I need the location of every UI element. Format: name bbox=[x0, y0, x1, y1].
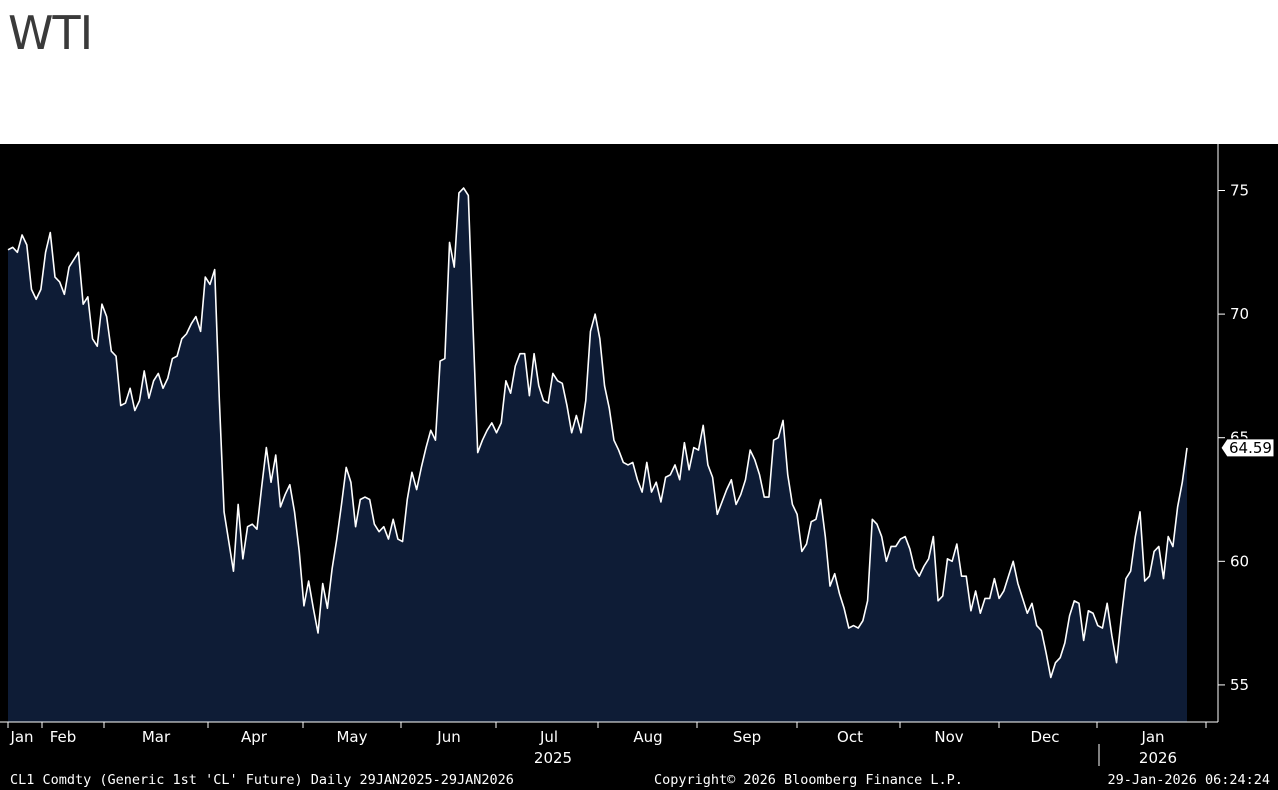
x-month-label: Apr bbox=[241, 728, 268, 746]
footer-source: CL1 Comdty (Generic 1st 'CL' Future) Dai… bbox=[10, 772, 514, 788]
last-value-box bbox=[1220, 438, 1275, 458]
price-area-fill bbox=[8, 188, 1187, 722]
x-month-label: Jun bbox=[436, 728, 460, 746]
x-month-label: Aug bbox=[633, 728, 662, 746]
x-month-label: Jul bbox=[539, 728, 558, 746]
x-month-label: Sep bbox=[733, 728, 761, 746]
y-tick-label: 70 bbox=[1230, 305, 1249, 323]
y-tick-label: 75 bbox=[1230, 181, 1249, 199]
footer-timestamp: 29-Jan-2026 06:24:24 bbox=[1107, 772, 1270, 788]
x-month-label: Nov bbox=[934, 728, 963, 746]
x-axis: Jan Feb Mar Apr May Jun Jul Aug Sep Oct Nov Dec Jan 2… bbox=[0, 721, 1218, 767]
x-year-label: 2025 bbox=[534, 749, 572, 767]
price-area-layer bbox=[7, 187, 1188, 722]
y-tick-label: 60 bbox=[1230, 552, 1249, 570]
x-month-label: Mar bbox=[142, 728, 171, 746]
x-month-label: Jan bbox=[9, 728, 33, 746]
x-month-label: Oct bbox=[837, 728, 863, 746]
footer-copyright: Copyright© 2026 Bloomberg Finance L.P. bbox=[654, 772, 963, 788]
last-value-label: 64.59 bbox=[1229, 439, 1272, 457]
x-year-label: 2026 bbox=[1139, 749, 1177, 767]
price-line bbox=[7, 187, 1188, 679]
y-tick-label: 55 bbox=[1230, 676, 1249, 694]
x-month-label: Feb bbox=[50, 728, 77, 746]
chart-footer: CL1 Comdty (Generic 1st 'CL' Future) Dai… bbox=[10, 772, 1270, 788]
x-month-label: May bbox=[336, 728, 367, 746]
page-title: WTI bbox=[8, 6, 93, 60]
last-value-marker: 64.59 bbox=[1220, 438, 1275, 458]
chart-container: 55 60 65 70 75 Jan Feb Mar Apr May Jun Jul Aug Sep Oc… bbox=[0, 144, 1278, 790]
x-month-label: Jan bbox=[1140, 728, 1164, 746]
x-month-label: Dec bbox=[1030, 728, 1059, 746]
